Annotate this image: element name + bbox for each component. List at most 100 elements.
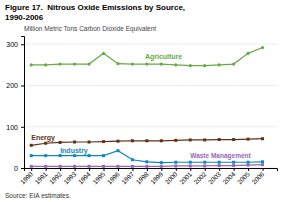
series-marker	[160, 165, 163, 168]
y-axis-line	[21, 37, 25, 169]
y-tick-mark	[21, 168, 24, 169]
x-tick-mark	[147, 168, 148, 171]
series-line	[31, 48, 262, 66]
series-marker	[88, 165, 91, 168]
x-tick-label: 2000	[163, 170, 178, 185]
y-tick-mark	[21, 44, 24, 45]
x-tick: 1999	[149, 168, 164, 186]
x-tick-label: 1991	[33, 170, 48, 185]
series-marker	[261, 160, 264, 163]
x-tick: 1997	[120, 168, 135, 186]
series-marker	[160, 62, 163, 65]
y-tick: 300	[6, 41, 24, 48]
series-marker	[116, 62, 119, 65]
series-marker	[174, 161, 177, 164]
series-marker	[203, 64, 206, 67]
x-tick: 2005	[236, 168, 251, 186]
series-label: Industry	[60, 147, 88, 155]
x-tick-mark	[190, 168, 191, 171]
x-tick-label: 1993	[62, 170, 77, 185]
series-marker	[131, 165, 134, 168]
x-tick: 2002	[192, 168, 207, 186]
series-marker	[232, 62, 235, 65]
series-marker	[59, 154, 62, 157]
series-marker	[189, 161, 192, 164]
series-marker	[73, 165, 76, 168]
plot-area	[30, 46, 265, 168]
series-marker	[131, 139, 134, 142]
x-tick-label: 1994	[77, 170, 92, 185]
x-axis: 1990199119921993199419951996199719981999…	[19, 168, 278, 186]
x-tick-label: 2002	[192, 170, 207, 185]
x-tick: 2000	[163, 168, 178, 186]
series-marker	[218, 164, 221, 167]
series-marker	[232, 138, 235, 141]
series-marker	[116, 149, 119, 152]
series-line	[31, 139, 262, 146]
series-marker	[145, 139, 148, 142]
x-tick: 1995	[91, 168, 106, 186]
x-tick: 1994	[77, 168, 92, 186]
series-marker	[261, 46, 264, 49]
series-marker	[174, 164, 177, 167]
series-marker	[44, 142, 47, 145]
series-marker	[59, 165, 62, 168]
x-tick-mark	[205, 168, 206, 171]
series-marker	[247, 161, 250, 164]
y-axis: 0 100 200 300	[6, 37, 24, 172]
y-tick: 0	[14, 165, 24, 172]
grid-line	[24, 85, 277, 86]
series-marker	[87, 62, 90, 65]
series-marker	[73, 154, 76, 157]
chart: Figure 17. Nitrous Oxide Emissions by So…	[0, 0, 285, 202]
series-marker	[131, 158, 134, 161]
title: Figure 17. Nitrous Oxide Emissions by So…	[5, 3, 185, 12]
series-marker	[160, 139, 163, 142]
series-marker	[116, 165, 119, 168]
series-marker	[189, 138, 192, 141]
y-axis-title: Million Metric Tons Carbon Dioxide Equiv…	[24, 25, 156, 33]
series-marker	[203, 138, 206, 141]
x-tick-mark	[234, 168, 235, 171]
series-marker	[232, 161, 235, 164]
x-tick-mark	[75, 168, 76, 171]
x-tick-label: 2001	[178, 170, 193, 185]
x-tick: 1993	[62, 168, 77, 186]
x-tick-mark	[104, 168, 105, 171]
y-tick-label: 0	[14, 165, 18, 172]
series-marker	[44, 63, 47, 66]
series-marker	[189, 164, 192, 167]
x-tick: 1990	[19, 168, 34, 186]
series-marker	[59, 141, 62, 144]
series-marker	[30, 63, 33, 66]
y-tick-label: 100	[6, 123, 18, 130]
series-marker	[73, 141, 76, 144]
x-tick-mark	[46, 168, 47, 171]
grid-line	[24, 44, 277, 45]
series-marker	[247, 138, 250, 141]
series-marker	[102, 52, 105, 55]
series-marker	[59, 62, 62, 65]
source-note: Source: EIA estimates.	[5, 192, 71, 199]
x-tick-label: 1997	[120, 170, 135, 185]
series-marker	[218, 63, 221, 66]
series-marker	[102, 165, 105, 168]
x-tick-mark	[118, 168, 119, 171]
series-marker	[30, 144, 33, 147]
y-tick: 200	[6, 82, 24, 89]
series-marker	[174, 139, 177, 142]
series-marker	[218, 138, 221, 141]
x-axis-line	[25, 169, 278, 172]
series-labels: AgricultureEnergyIndustryWaste Managemen…	[31, 53, 251, 160]
x-tick-label: 2006	[250, 170, 265, 185]
series-marker	[73, 62, 76, 65]
series-marker	[261, 137, 264, 140]
x-tick-label: 1990	[19, 170, 34, 185]
x-tick-mark	[248, 168, 249, 171]
x-tick: 1992	[48, 168, 63, 186]
x-tick: 1998	[135, 168, 150, 186]
series-marker	[88, 141, 91, 144]
x-tick-label: 1996	[106, 170, 121, 185]
series-marker	[88, 154, 91, 157]
x-tick-mark	[89, 168, 90, 171]
